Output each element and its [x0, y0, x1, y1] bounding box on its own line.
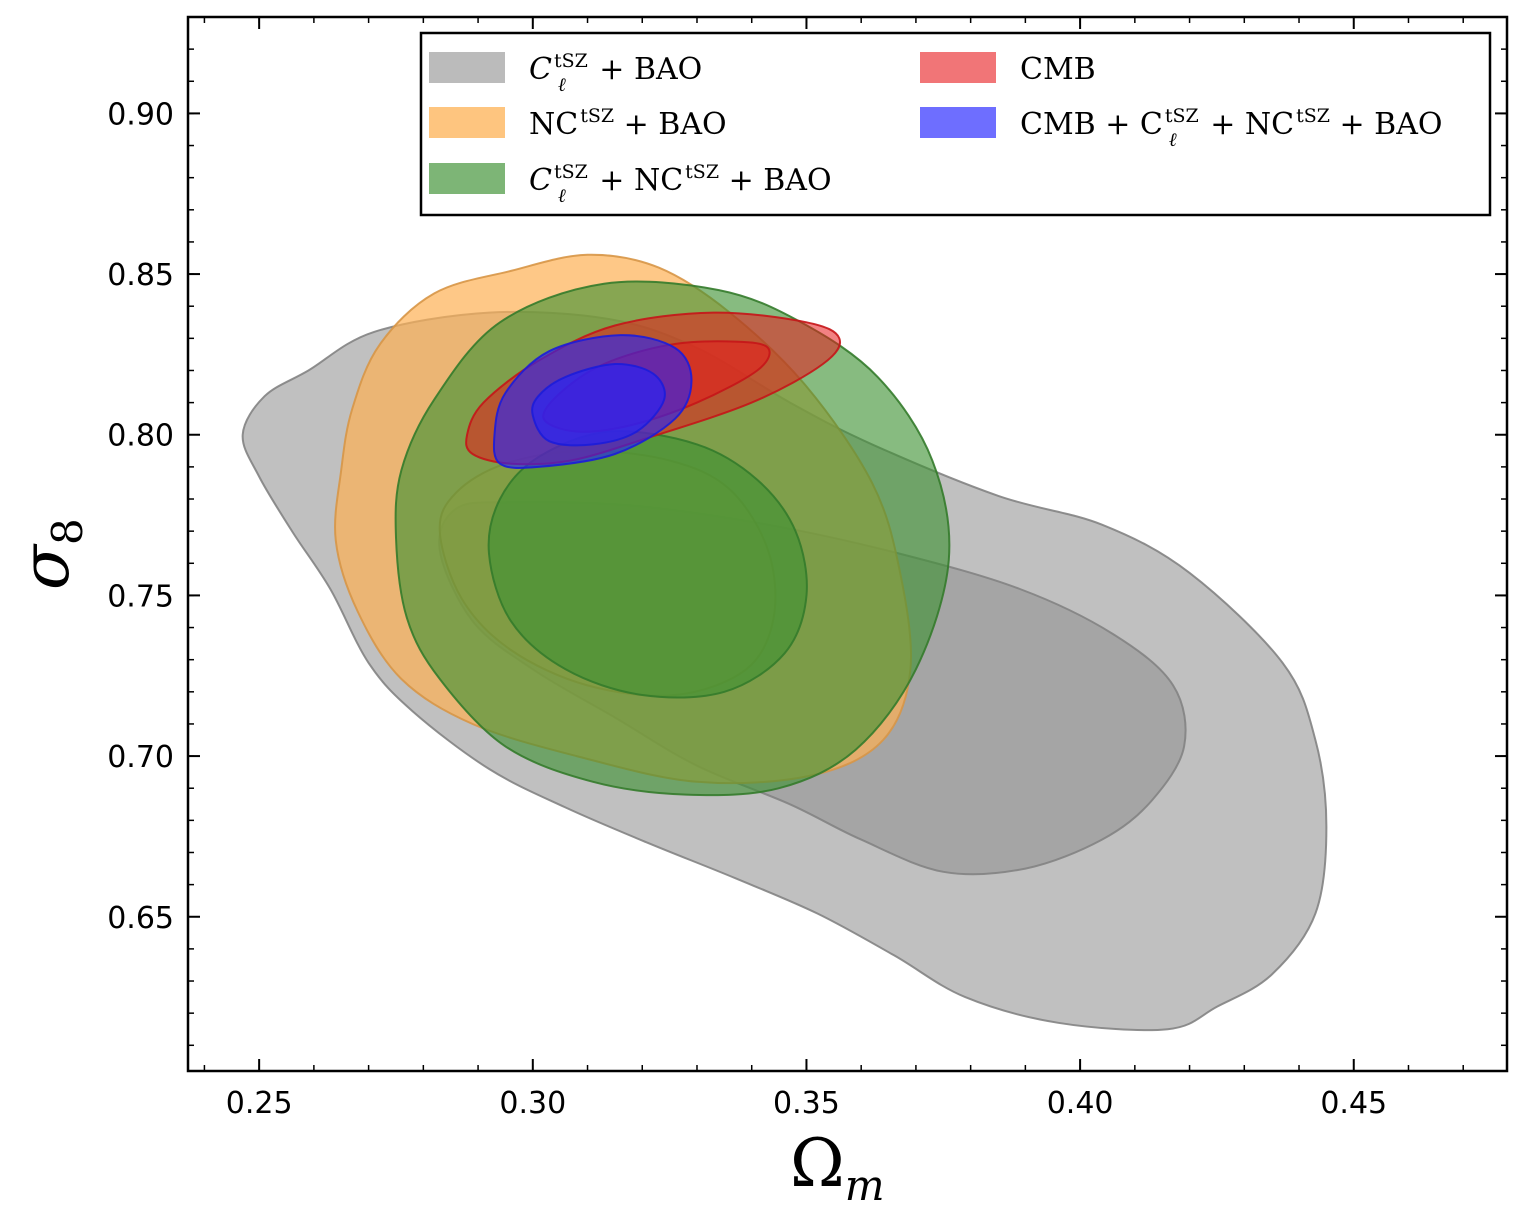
legend-swatch	[920, 52, 996, 83]
x-axis-symbol: Ω	[790, 1125, 845, 1202]
x-axis-label: Ωm	[790, 1125, 885, 1210]
legend-sup2: tSZ	[1296, 105, 1330, 127]
contour-CMB_Cl_NC_tSZ_BAO-68pct	[531, 362, 666, 447]
x-axis-subscript: m	[845, 1161, 885, 1210]
legend-main: CMB	[1020, 52, 1096, 87]
y-tick-label: 0.80	[107, 419, 174, 454]
legend-rest2: + BAO	[719, 163, 832, 198]
legend-sub: ℓ	[558, 74, 566, 96]
legend-item-CMB: CMB	[920, 52, 1096, 87]
y-axis-label: σ8	[7, 518, 92, 590]
contour-layer	[241, 253, 1328, 1032]
y-tick-label: 0.70	[107, 740, 174, 775]
x-tick-label: 0.45	[1320, 1086, 1387, 1121]
legend-sup2: tSZ	[685, 161, 719, 183]
legend-main: C	[529, 163, 552, 198]
y-tick-label: 0.85	[107, 258, 174, 293]
y-axis-subscript: 8	[43, 518, 92, 545]
legend-sub: ℓ	[558, 185, 566, 207]
x-tick-label: 0.40	[1047, 1086, 1114, 1121]
legend-item-NC_tSZ_BAO: NC tSZ + BAO	[429, 105, 727, 142]
legend-label: CMB	[1020, 52, 1096, 87]
y-tick-label: 0.75	[107, 579, 174, 614]
legend-sup: tSZ	[554, 50, 588, 72]
y-tick-label: 0.65	[107, 901, 174, 936]
y-axis-symbol: σ	[7, 543, 84, 590]
x-tick-label: 0.25	[226, 1086, 293, 1121]
legend-main: CMB + C	[1020, 107, 1163, 142]
legend-label: NC tSZ + BAO	[529, 105, 727, 142]
legend-rest: + BAO	[590, 52, 703, 87]
legend-main: C	[529, 52, 552, 87]
x-tick-label: 0.35	[773, 1086, 840, 1121]
y-tick-label: 0.90	[107, 97, 174, 132]
legend-swatch	[920, 107, 996, 138]
legend-rest: + NC	[590, 163, 683, 198]
legend-rest: + NC	[1201, 107, 1294, 142]
legend-swatch	[429, 52, 505, 83]
legend-swatch	[429, 163, 505, 194]
legend-sub: ℓ	[1169, 129, 1177, 151]
x-tick-label: 0.30	[499, 1086, 566, 1121]
legend-rest: + BAO	[614, 107, 727, 142]
series-CMB_Cl_NC_tSZ_BAO	[492, 334, 693, 469]
legend-sup: tSZ	[1165, 105, 1199, 127]
legend-rest2: + BAO	[1330, 107, 1443, 142]
legend-sup: tSZ	[580, 105, 614, 127]
legend-sup: tSZ	[554, 161, 588, 183]
plot-frame	[186, 15, 1509, 1073]
legend-main: NC	[529, 107, 578, 142]
legend-swatch	[429, 107, 505, 138]
